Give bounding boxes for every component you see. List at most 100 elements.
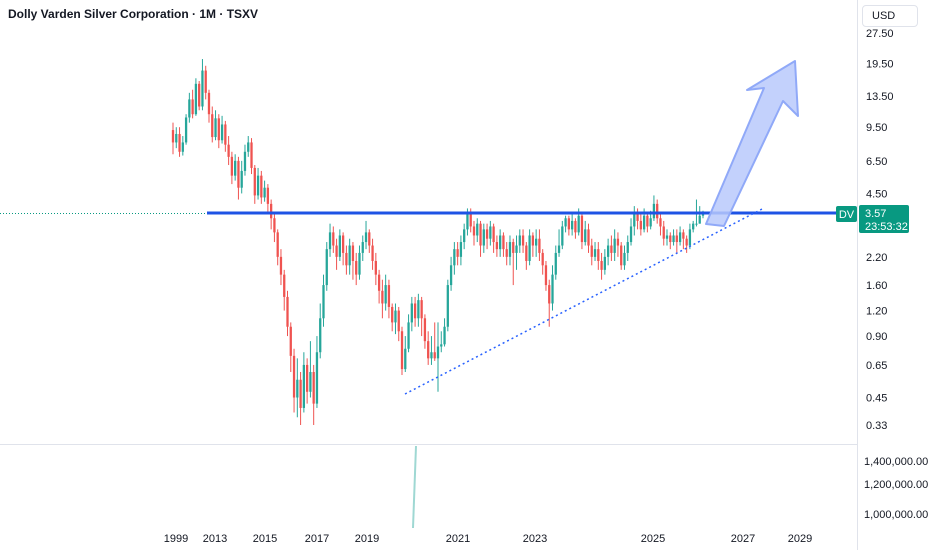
candle: [626, 235, 629, 261]
candle-body: [570, 220, 574, 230]
candle-body: [695, 223, 698, 225]
candle: [541, 249, 544, 275]
candle: [492, 223, 495, 253]
candle-body: [292, 355, 296, 398]
candle: [593, 242, 597, 261]
candle: [404, 336, 407, 373]
candle-body: [567, 218, 571, 230]
candle-body: [397, 310, 400, 332]
price-tick-label: 27.50: [866, 28, 894, 40]
time-tick-label: 2025: [641, 533, 665, 545]
candle: [446, 279, 449, 332]
candle-body: [283, 274, 286, 297]
candle: [590, 238, 593, 266]
candle: [420, 296, 423, 337]
candle-body: [404, 348, 407, 370]
candle-body: [649, 218, 652, 227]
candle: [672, 229, 675, 246]
candle-body: [247, 142, 250, 152]
candle-body: [335, 245, 338, 257]
candle-body: [449, 265, 453, 286]
candle-body: [675, 235, 678, 243]
candle: [207, 89, 211, 123]
candle: [201, 59, 204, 111]
candle-body: [518, 235, 521, 246]
candle: [171, 122, 175, 155]
candle: [495, 235, 499, 257]
candle-body: [613, 238, 616, 253]
candle: [188, 92, 191, 123]
candle: [266, 184, 270, 214]
candle: [508, 235, 512, 266]
candle-body: [407, 322, 410, 349]
candle: [394, 303, 397, 335]
volume-axis[interactable]: 1,400,000.00 1,200,000.00 1,000,000.00: [864, 456, 928, 521]
candle: [234, 154, 237, 181]
candle: [698, 206, 701, 224]
time-axis[interactable]: 1999 2013 2015 2017 2019 2021 2023 2025 2027 2029: [164, 533, 812, 545]
candle: [253, 165, 256, 204]
candle: [292, 348, 296, 413]
candle-body: [646, 215, 649, 227]
candle: [240, 160, 243, 194]
candle-body: [227, 144, 230, 157]
candle: [525, 242, 528, 270]
candle-body: [672, 235, 675, 243]
candle-body: [443, 326, 446, 345]
price-axis[interactable]: 27.50 19.50 13.50 9.50 6.50 4.50 2.20 1.60 1.20 0…: [866, 28, 894, 432]
candle: [296, 358, 299, 418]
candle-body: [662, 226, 665, 239]
candle-body: [260, 175, 263, 198]
candle: [417, 293, 420, 327]
candle-body: [217, 118, 220, 141]
candle-series: [171, 59, 705, 425]
candle-body: [427, 341, 430, 359]
price-tick-label: 19.50: [866, 59, 894, 71]
candle-body: [230, 156, 234, 176]
candle-body: [489, 226, 492, 239]
candle: [489, 220, 492, 246]
candle-body: [384, 285, 387, 304]
candle: [459, 235, 463, 266]
candle-body: [433, 352, 436, 359]
candle: [662, 220, 665, 246]
candle-body: [198, 83, 201, 107]
candle-body: [636, 213, 639, 221]
candle-body: [358, 252, 361, 275]
candle: [377, 269, 381, 304]
candle-body: [590, 245, 593, 257]
candle-body: [544, 265, 548, 286]
candle-body: [266, 187, 270, 204]
rising-trendline[interactable]: [404, 207, 765, 395]
candle-body: [701, 213, 705, 216]
candle: [319, 303, 322, 359]
candle-body: [309, 372, 312, 392]
candle: [400, 326, 404, 376]
price-tick-label: 6.50: [866, 156, 887, 168]
candle: [531, 232, 535, 257]
candle-body: [201, 70, 204, 107]
candle: [322, 274, 325, 327]
candle-body: [237, 160, 240, 188]
candle-body: [270, 203, 273, 219]
currency-selector[interactable]: USD: [862, 5, 918, 27]
candle-body: [623, 252, 626, 266]
candle: [224, 120, 227, 152]
candle: [449, 256, 453, 291]
price-tick-label: 0.65: [866, 360, 887, 372]
candle-body: [207, 92, 211, 115]
candle: [214, 110, 217, 141]
candle-body: [446, 285, 449, 327]
candle: [315, 336, 319, 408]
candle: [688, 223, 692, 250]
candle-body: [633, 213, 636, 227]
candle: [430, 336, 433, 365]
last-price-value: 3.57: [865, 208, 886, 220]
price-tick-label: 13.50: [866, 91, 894, 103]
projection-arrow[interactable]: [705, 60, 799, 227]
candle-body: [178, 133, 181, 152]
candle-body: [256, 175, 260, 196]
candle-body: [587, 229, 590, 246]
candle: [302, 352, 306, 413]
